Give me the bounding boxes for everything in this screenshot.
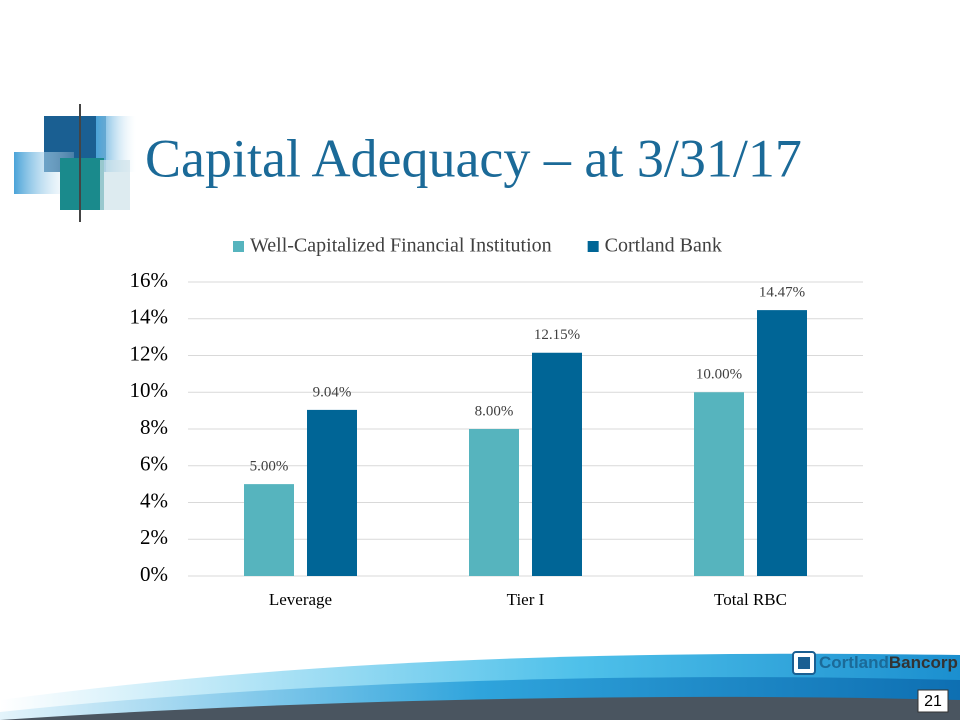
- legend-swatch: [587, 241, 599, 252]
- footer-wave: [0, 653, 960, 720]
- chart: 0% 2% 4% 6% 8% 10% 12% 14% 16% Well-Capitalized F…: [130, 235, 863, 609]
- data-label: 8.00%: [475, 403, 514, 419]
- x-tick-label: Leverage: [269, 590, 332, 609]
- bar: [757, 310, 807, 576]
- decoration: [14, 104, 900, 222]
- y-tick-label: 2%: [140, 525, 168, 549]
- data-label: 12.15%: [534, 327, 580, 343]
- legend-swatch: [233, 241, 244, 252]
- slide-title: Capital Adequacy – at 3/31/17: [145, 128, 802, 188]
- data-label: 10.00%: [696, 367, 742, 383]
- y-tick-label: 12%: [130, 341, 169, 365]
- y-tick-label: 16%: [130, 268, 169, 292]
- y-tick-label: 14%: [130, 305, 169, 329]
- y-tick-label: 6%: [140, 452, 168, 476]
- bar: [244, 484, 294, 576]
- data-label: 5.00%: [250, 459, 289, 475]
- logo-text: CortlandBancorp: [819, 653, 958, 672]
- data-label: 14.47%: [759, 285, 805, 301]
- bar: [694, 392, 744, 576]
- bar: [307, 409, 357, 576]
- page-number: 21: [924, 693, 942, 710]
- y-tick-label: 0%: [140, 562, 168, 586]
- logo-part: Cortland: [819, 653, 889, 672]
- y-tick-label: 10%: [130, 378, 169, 402]
- x-tick-label: Total RBC: [714, 590, 787, 609]
- legend-label: Well-Capitalized Financial Institution: [250, 235, 552, 257]
- page-number-box: [917, 689, 949, 713]
- logo-part: Bancorp: [889, 653, 958, 672]
- y-tick-label: 4%: [140, 488, 168, 512]
- y-tick-label: 8%: [140, 415, 168, 439]
- bar: [532, 352, 582, 576]
- logo: CortlandBancorp: [792, 651, 958, 675]
- legend-label: Cortland Bank: [605, 235, 722, 257]
- bar: [469, 429, 519, 576]
- data-label: 9.04%: [313, 384, 352, 400]
- x-tick-label: Tier I: [507, 590, 545, 609]
